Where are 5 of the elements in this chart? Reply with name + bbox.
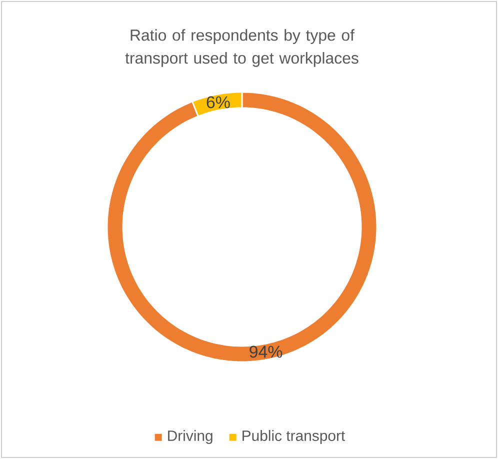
legend-label: Public transport: [242, 430, 346, 444]
data-label: 6%: [206, 96, 230, 108]
data-label: 94%: [250, 346, 282, 358]
chart-title: Ratio of respondents by type of transport used to get workplaces: [125, 29, 358, 67]
legend-label: Driving: [168, 430, 212, 444]
